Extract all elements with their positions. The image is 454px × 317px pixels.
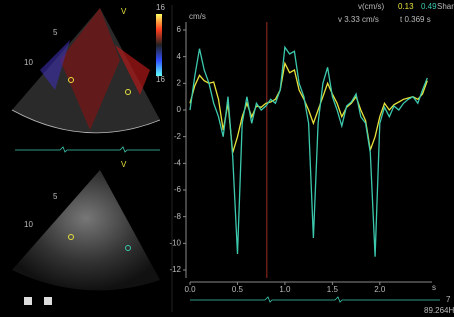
cursor-velocity: v 3.33 cm/s bbox=[338, 15, 379, 24]
readout-value: 0.13 bbox=[398, 2, 414, 11]
x-axis-label: s bbox=[432, 283, 436, 292]
tool-icon[interactable] bbox=[44, 297, 52, 305]
y-tick-label: 6 bbox=[177, 25, 182, 34]
heart-rate: 89.264Hr bbox=[424, 306, 454, 315]
screen: V 5 10 16 16 V 5 10 v(cm/s) 0.13 0.49 Sh… bbox=[0, 0, 454, 317]
colorbar-label: 16 bbox=[156, 75, 165, 84]
marker: V bbox=[121, 7, 127, 16]
depth-label: 10 bbox=[24, 220, 33, 229]
x-tick-label: 0.5 bbox=[232, 285, 244, 294]
y-tick-label: -10 bbox=[169, 238, 181, 247]
readout-extra: Shar bbox=[437, 2, 454, 11]
y-tick-label: 2 bbox=[177, 78, 182, 87]
y-tick-label: -4 bbox=[174, 158, 182, 167]
x-tick-label: 0.0 bbox=[184, 285, 196, 294]
scale-label: 7 bbox=[446, 295, 451, 304]
y-tick-label: -8 bbox=[174, 212, 182, 221]
readout-value: 0.49 bbox=[421, 2, 437, 11]
y-tick-label: 4 bbox=[177, 52, 182, 61]
y-tick-label: -6 bbox=[174, 185, 182, 194]
colorbar-label: 16 bbox=[156, 3, 165, 12]
depth-label: 10 bbox=[24, 58, 33, 67]
marker: V bbox=[121, 160, 127, 169]
depth-label: 5 bbox=[53, 28, 58, 37]
x-tick-label: 1.5 bbox=[327, 285, 339, 294]
y-tick-label: 0 bbox=[177, 105, 182, 114]
y-axis-label: cm/s bbox=[189, 12, 206, 21]
depth-label: 5 bbox=[53, 192, 58, 201]
y-tick-label: -2 bbox=[174, 132, 182, 141]
readout-label: v(cm/s) bbox=[358, 2, 385, 11]
y-tick-label: -12 bbox=[169, 265, 181, 274]
x-tick-label: 2.0 bbox=[374, 285, 386, 294]
x-tick-label: 1.0 bbox=[279, 285, 291, 294]
tool-icon[interactable] bbox=[24, 297, 32, 305]
colorbar bbox=[156, 14, 162, 76]
cursor-time: t 0.369 s bbox=[400, 15, 431, 24]
